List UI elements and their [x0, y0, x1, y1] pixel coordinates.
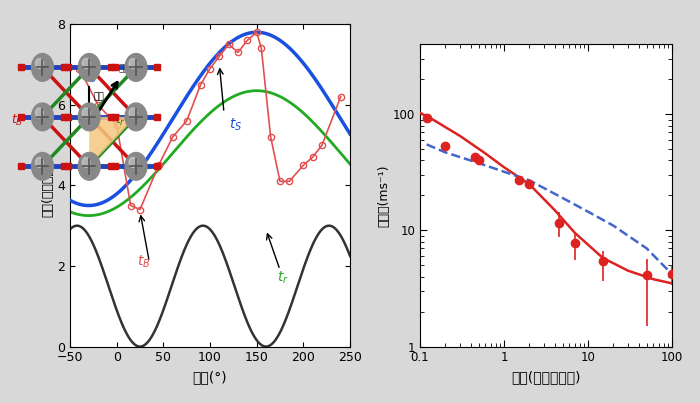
Circle shape	[32, 54, 53, 81]
Text: $t_S$: $t_S$	[229, 117, 242, 133]
Circle shape	[82, 58, 90, 69]
Text: $t_B$: $t_B$	[137, 254, 150, 270]
Circle shape	[78, 103, 100, 131]
Text: 磁場方向: 磁場方向	[118, 64, 140, 73]
Circle shape	[129, 58, 137, 69]
Circle shape	[32, 103, 53, 131]
Circle shape	[82, 108, 90, 118]
Y-axis label: 緩和率(ms⁻¹): 緩和率(ms⁻¹)	[377, 164, 390, 227]
Circle shape	[125, 103, 147, 131]
Polygon shape	[90, 117, 136, 166]
Circle shape	[125, 152, 147, 180]
X-axis label: 磁場(ミリテスラ): 磁場(ミリテスラ)	[511, 370, 581, 384]
Circle shape	[36, 108, 43, 118]
Circle shape	[36, 158, 43, 167]
Circle shape	[78, 54, 100, 81]
Circle shape	[129, 158, 137, 167]
Circle shape	[32, 152, 53, 180]
Circle shape	[129, 108, 137, 118]
Y-axis label: 線幅(ミリテスラ): 線幅(ミリテスラ)	[41, 154, 55, 216]
Circle shape	[82, 158, 90, 167]
Circle shape	[36, 58, 43, 69]
Text: $t_S$: $t_S$	[84, 69, 97, 85]
Text: 角度: 角度	[94, 93, 105, 102]
X-axis label: 角度(°): 角度(°)	[193, 370, 228, 384]
Circle shape	[125, 54, 147, 81]
Circle shape	[78, 152, 100, 180]
Text: $t_r$: $t_r$	[277, 270, 289, 287]
Text: $t_r$: $t_r$	[115, 113, 125, 129]
Text: $t_B$: $t_B$	[11, 113, 24, 129]
